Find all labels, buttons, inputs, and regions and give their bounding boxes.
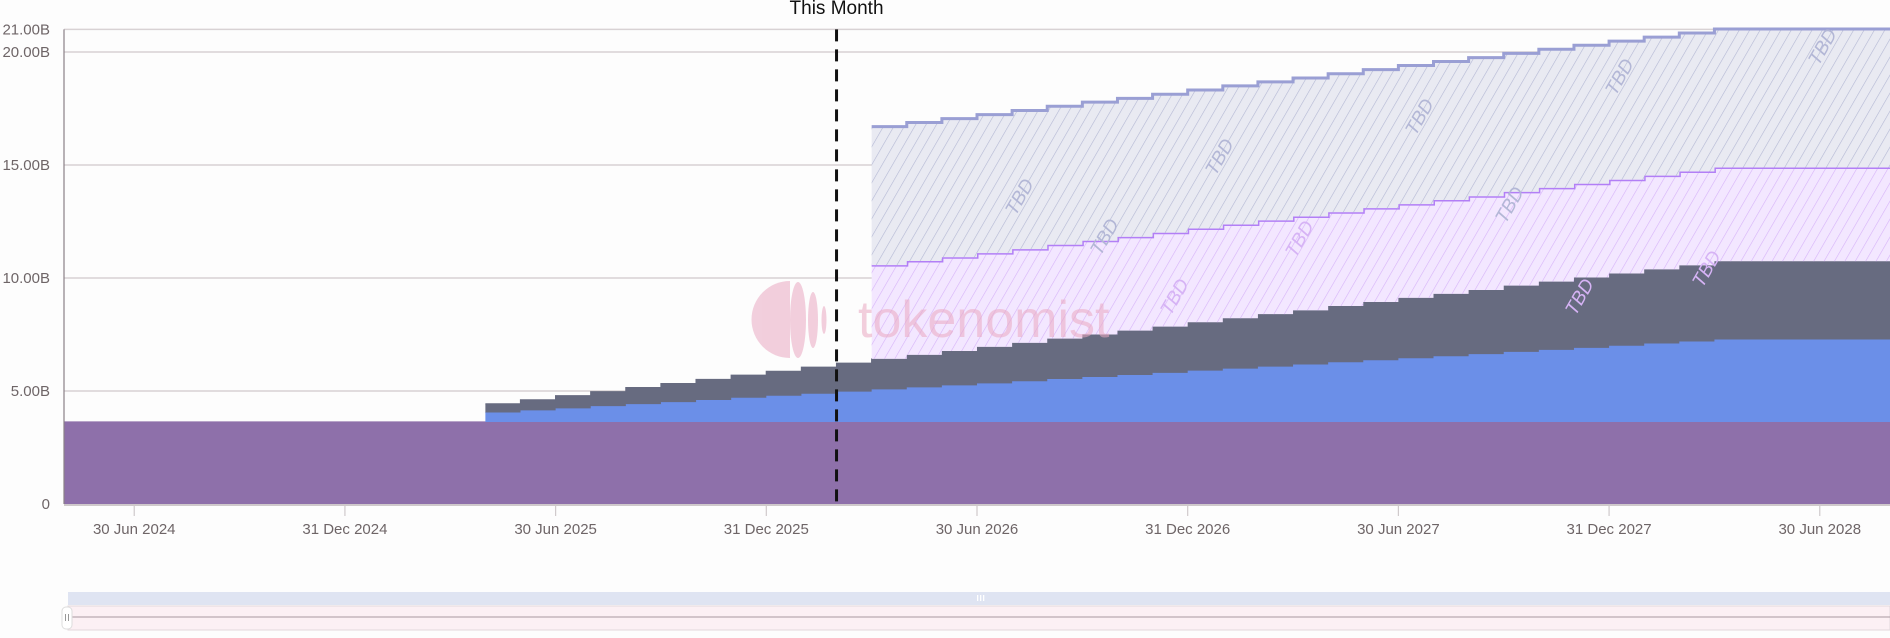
- navigator-scrollbar[interactable]: [68, 592, 1890, 605]
- y-tick-label: 5.00B: [11, 383, 50, 400]
- y-tick-label: 0: [42, 496, 50, 513]
- tokenomist-watermark: tokenomist: [751, 281, 1110, 358]
- this-month-label: This Month: [790, 0, 884, 19]
- watermark-logo-icon: [821, 306, 827, 334]
- x-tick-label: 31 Dec 2025: [724, 521, 809, 538]
- x-tick-label: 31 Dec 2027: [1567, 521, 1652, 538]
- x-tick-label: 31 Dec 2024: [302, 521, 387, 538]
- range-navigator[interactable]: [61, 592, 1890, 631]
- grip-lines-icon[interactable]: [977, 595, 985, 601]
- watermark-logo-icon: [751, 281, 790, 358]
- x-tick-label: 30 Jun 2026: [936, 521, 1019, 538]
- x-tick-label: 31 Dec 2026: [1145, 521, 1230, 538]
- y-tick-label: 20.00B: [2, 44, 50, 61]
- watermark-text: tokenomist: [858, 291, 1110, 349]
- series-layer: [64, 27, 1890, 504]
- series-line-4: [871, 27, 1890, 129]
- x-tick-label: 30 Jun 2025: [514, 521, 597, 538]
- series-hatch-3: [871, 167, 1890, 359]
- watermark-logo-icon: [790, 282, 806, 358]
- this-month-annotation: This Month: [790, 0, 884, 504]
- navigator-range[interactable]: [67, 605, 1890, 631]
- x-tick-label: 30 Jun 2024: [93, 521, 176, 538]
- y-tick-label: 10.00B: [2, 270, 50, 287]
- axes: 0 5.00B 10.00B 15.00B 20.00B 21.00B 30 Jun 202…: [2, 21, 1890, 538]
- y-tick-label: 21.00B: [2, 21, 50, 38]
- series-hatch-4: [871, 28, 1890, 266]
- x-tick-label: 30 Jun 2028: [1778, 521, 1861, 538]
- navigator-left-handle[interactable]: [61, 606, 73, 630]
- y-tick-label: 15.00B: [2, 157, 50, 174]
- watermark-logo-icon: [808, 292, 818, 348]
- x-tick-label: 30 Jun 2027: [1357, 521, 1440, 538]
- series-area-0: [64, 421, 1890, 504]
